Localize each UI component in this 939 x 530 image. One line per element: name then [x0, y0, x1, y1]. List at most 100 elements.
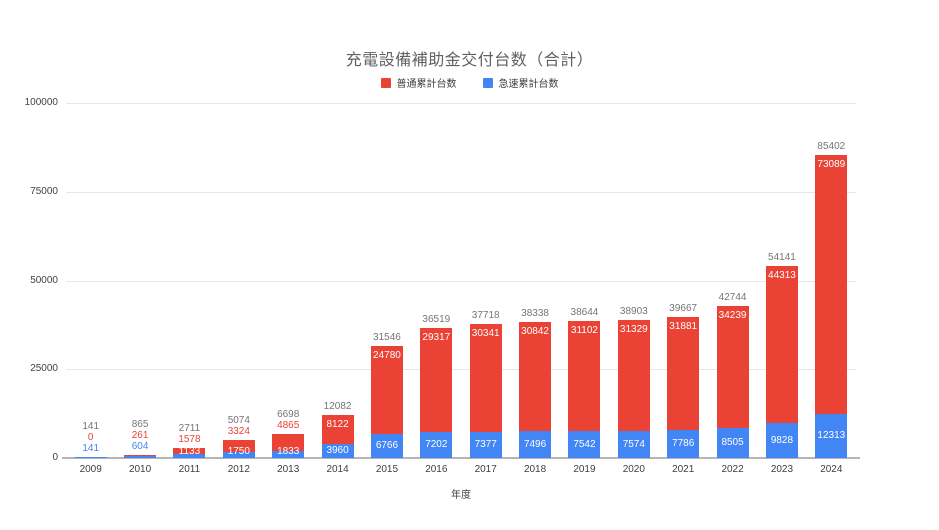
bar-segment-rapid-2010[interactable]	[124, 455, 157, 458]
x-axis-category-label: 2020	[622, 464, 645, 475]
normal-value-label: 3324	[227, 425, 250, 437]
normal-value-label: 31102	[570, 324, 598, 336]
bar-segment-normal-2022[interactable]	[716, 306, 749, 428]
x-axis-category-label: 2010	[128, 464, 152, 475]
x-axis-title: 年度	[451, 490, 471, 501]
rapid-value-label: 9828	[770, 434, 794, 446]
bar-segment-rapid-2019[interactable]	[568, 431, 601, 458]
x-axis-category-label: 2018	[523, 464, 547, 475]
x-axis-category-label: 2021	[672, 464, 695, 475]
x-axis-baseline	[62, 457, 860, 459]
rapid-value-label: 7542	[573, 438, 596, 450]
total-value-label: 6698	[277, 409, 300, 421]
bar-segment-normal-2012[interactable]	[222, 439, 255, 452]
x-axis-category-label: 2024	[820, 464, 843, 475]
normal-value-label: 261	[131, 429, 149, 441]
rapid-value-label: 7496	[523, 438, 547, 450]
bar-segment-rapid-2018[interactable]	[519, 431, 552, 458]
total-value-label: 5074	[227, 414, 250, 426]
normal-value-label: 30341	[471, 328, 500, 340]
gridline	[66, 280, 856, 282]
total-value-label: 38903	[619, 305, 648, 317]
total-value-label: 54141	[768, 251, 796, 263]
normal-value-label: 31881	[669, 321, 698, 333]
rapid-value-label: 1133	[178, 446, 201, 457]
bar-segment-rapid-2013[interactable]	[272, 451, 305, 458]
x-axis-category-label: 2012	[227, 464, 250, 475]
bar-segment-normal-2017[interactable]	[469, 324, 502, 432]
x-axis-category-label: 2019	[573, 464, 596, 475]
total-value-label: 2711	[178, 423, 201, 435]
bar-segment-rapid-2015[interactable]	[370, 433, 403, 458]
bar-segment-normal-2015[interactable]	[370, 346, 403, 434]
x-axis-category-label: 2015	[375, 464, 399, 475]
bar-segment-normal-2014[interactable]	[321, 415, 354, 444]
normal-value-label: 34239	[718, 310, 747, 322]
rapid-value-label: 7202	[425, 439, 448, 451]
bar-segment-normal-2013[interactable]	[272, 434, 305, 452]
bar-segment-rapid-2017[interactable]	[469, 431, 502, 458]
total-value-label: 85402	[817, 140, 846, 152]
total-value-label: 38338	[521, 307, 549, 319]
x-axis-category-label: 2017	[474, 464, 497, 475]
bar-segment-rapid-2009[interactable]	[74, 457, 107, 458]
bar-segment-normal-2021[interactable]	[667, 317, 700, 431]
legend-swatch-blue	[482, 77, 493, 88]
normal-value-label: 8122	[326, 419, 349, 431]
rapid-value-label: 1750	[227, 446, 250, 457]
bar-segment-rapid-2021[interactable]	[667, 430, 700, 458]
bar-segment-normal-2018[interactable]	[519, 321, 552, 432]
bar-segment-rapid-2023[interactable]	[765, 423, 798, 458]
legend-label-normal: 普通累計台数	[396, 79, 457, 90]
bar-segment-normal-2023[interactable]	[765, 265, 798, 424]
normal-value-label: 31329	[619, 323, 648, 335]
normal-value-label: 1578	[178, 434, 201, 446]
chart-title: 充電設備補助金交付台数（合計）	[345, 52, 594, 69]
legend-label-rapid: 急速累計台数	[498, 79, 559, 90]
rapid-value-label: 8505	[721, 436, 744, 448]
bar-segment-rapid-2011[interactable]	[173, 453, 206, 458]
bar-segment-normal-2011[interactable]	[173, 448, 206, 454]
bar-segment-rapid-2020[interactable]	[617, 431, 650, 458]
rapid-value-label: 3960	[326, 444, 349, 456]
normal-value-label: 4865	[277, 420, 300, 432]
legend: 普通累計台数 急速累計台数	[0, 75, 939, 90]
bar-segment-rapid-2016[interactable]	[420, 432, 453, 458]
total-value-label: 36519	[422, 314, 451, 326]
legend-item-normal[interactable]: 普通累計台数	[380, 75, 457, 90]
y-axis-tick-label: 100000	[24, 97, 58, 108]
legend-item-rapid[interactable]: 急速累計台数	[482, 75, 559, 90]
bar-segment-rapid-2014[interactable]	[321, 443, 354, 458]
bar-segment-rapid-2024[interactable]	[815, 414, 848, 458]
total-value-label: 39667	[669, 303, 698, 315]
rapid-value-label: 6766	[375, 439, 399, 451]
bar-segment-normal-2016[interactable]	[420, 328, 453, 433]
bar-segment-normal-2019[interactable]	[568, 320, 601, 432]
bar-segment-rapid-2022[interactable]	[716, 427, 749, 458]
x-axis-category-label: 2009	[79, 464, 102, 475]
x-axis-category-label: 2013	[277, 464, 300, 475]
normal-value-label: 29317	[422, 332, 451, 344]
normal-value-label: 73089	[817, 158, 846, 170]
normal-value-label: 24780	[373, 350, 401, 361]
y-axis-tick-label: 75000	[30, 185, 58, 197]
bar-segment-rapid-2012[interactable]	[222, 451, 255, 458]
normal-value-label: 44313	[768, 269, 796, 281]
rapid-value-label: 1833	[277, 446, 300, 457]
x-axis-category-label: 2014	[326, 464, 349, 475]
legend-swatch-red	[380, 77, 391, 88]
rapid-value-label: 141	[82, 443, 100, 455]
x-axis-category-label: 2023	[770, 464, 794, 475]
normal-value-label: 30842	[521, 325, 549, 337]
y-axis-tick-label: 25000	[30, 363, 58, 375]
gridline	[66, 369, 856, 371]
bar-segment-normal-2024[interactable]	[815, 154, 848, 415]
total-value-label: 37718	[471, 310, 500, 322]
rapid-value-label: 604	[131, 440, 149, 452]
rapid-value-label: 7377	[474, 438, 497, 450]
bar-segment-normal-2010[interactable]	[124, 454, 157, 456]
x-axis-category-label: 2011	[178, 464, 201, 475]
bar-segment-normal-2020[interactable]	[617, 319, 650, 432]
y-axis-tick-label: 0	[52, 452, 58, 463]
gridline	[66, 191, 856, 193]
